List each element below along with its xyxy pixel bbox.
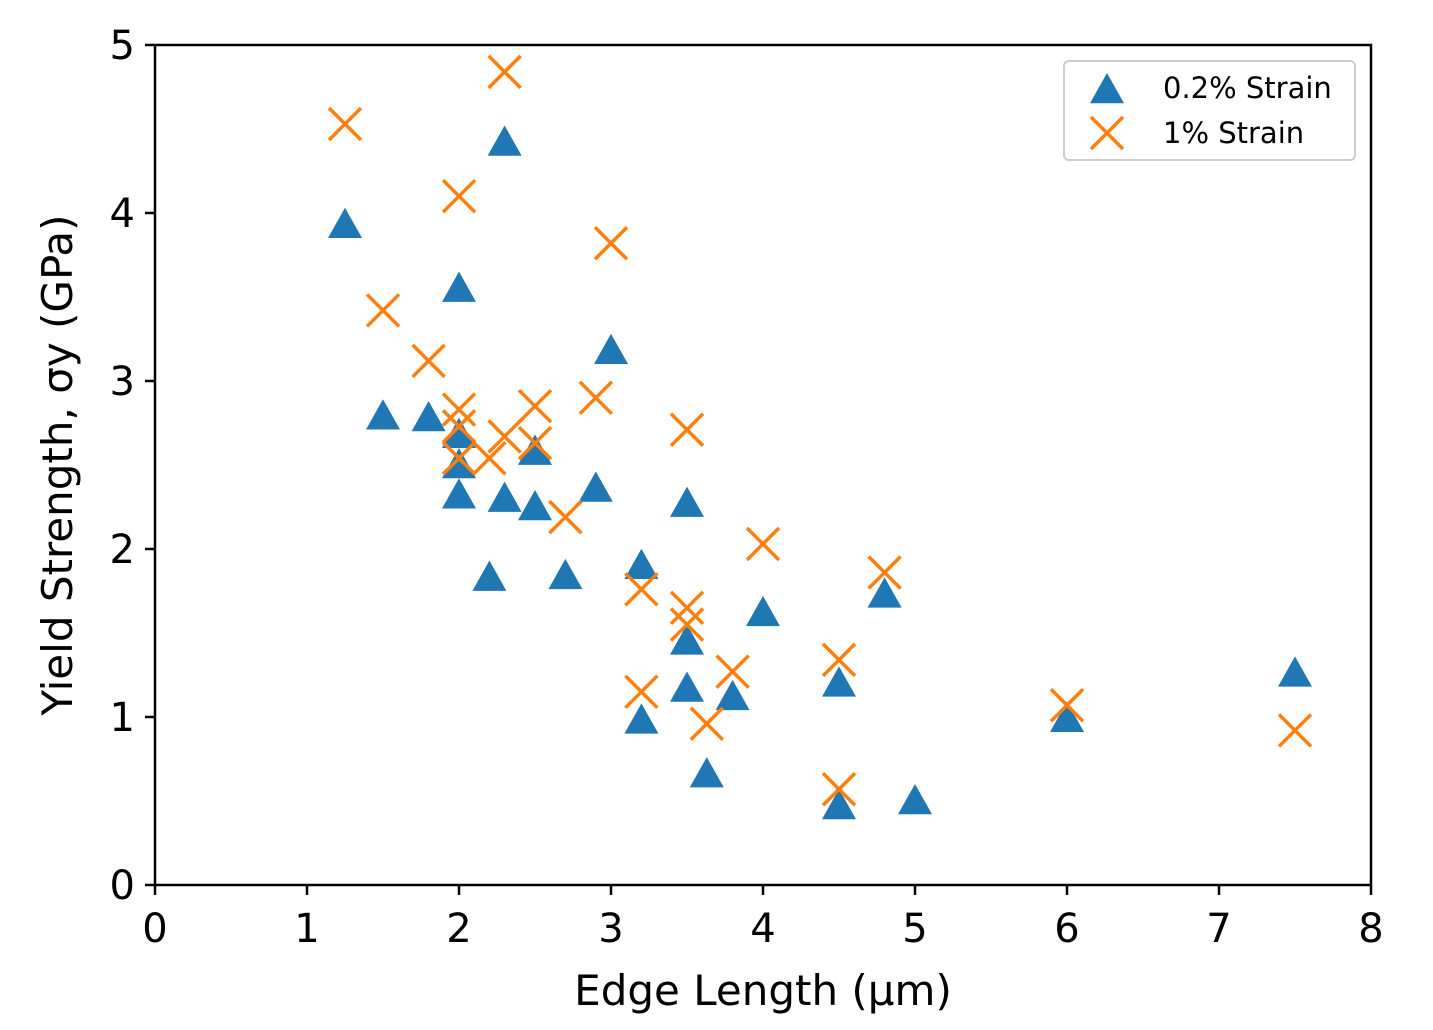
data-point-cross [548,499,583,535]
data-point-cross [1277,713,1313,748]
data-point-cross [821,642,857,678]
x-tick-label: 2 [446,906,471,952]
y-tick-label: 1 [110,695,135,741]
x-tick-label: 4 [750,906,775,952]
y-tick-label: 3 [110,359,135,405]
data-point-cross [669,412,705,447]
data-point-cross [441,392,477,427]
y-tick-label: 2 [110,527,135,573]
x-tick-label: 8 [1358,906,1383,952]
data-point-cross [441,178,477,214]
data-point-triangle [822,789,856,820]
x-tick-label: 5 [902,906,927,952]
data-point-triangle [411,400,446,432]
data-point-triangle [578,471,613,502]
plot-markers [327,54,1313,820]
data-point-cross [624,674,659,710]
data-point-triangle [624,548,659,580]
legend-label: 1% Strain [1163,116,1304,150]
data-point-triangle [746,595,780,627]
data-point-triangle [487,481,522,512]
data-point-triangle [487,125,522,156]
data-point-triangle [548,558,583,590]
x-tick-label: 0 [142,906,167,952]
data-point-cross [487,54,522,90]
data-point-cross [669,607,705,642]
data-point-cross [441,441,477,476]
data-point-triangle [670,486,704,517]
data-point-cross [821,772,857,807]
data-point-triangle [518,434,552,465]
data-point-cross [365,293,401,328]
data-point-triangle [670,624,704,655]
y-tick-label: 5 [110,23,135,69]
data-point-cross [669,590,705,626]
legend-box [1063,60,1356,161]
x-tick-label: 1 [294,906,319,952]
x-tick-label: 6 [1054,906,1079,952]
data-point-cross [487,419,522,454]
data-point-cross [689,706,724,741]
data-point-triangle [442,478,476,509]
data-point-triangle [898,784,932,815]
x-tick-label: 7 [1206,906,1231,952]
data-point-cross [441,409,477,444]
data-point-triangle [442,417,476,449]
data-point-triangle [715,679,750,711]
data-point-cross [715,654,750,689]
legend-label: 0.2% Strain [1163,71,1332,105]
data-point-triangle [442,448,476,479]
data-point-triangle [822,666,856,697]
y-axis-label: Yield Strength, σy (GPa) [33,214,82,716]
data-point-triangle [624,703,659,734]
y-tick-label: 0 [110,863,135,909]
x-tick-label: 3 [598,906,623,952]
plot-frame [153,43,1373,887]
x-axis-label: Edge Length (μm) [574,966,952,1015]
data-point-triangle [366,399,400,430]
data-point-cross [578,380,614,416]
data-point-cross [472,441,507,476]
legend-marker-triangle [1090,73,1124,104]
data-point-triangle [472,560,507,591]
data-point-triangle [1278,656,1312,687]
data-point-cross [593,226,629,261]
data-point-triangle [1050,701,1084,732]
data-point-cross [745,526,781,562]
data-point-cross [624,572,659,607]
legend-marker-cross [1089,115,1125,151]
data-point-cross [517,425,553,461]
data-point-cross [867,555,902,590]
y-tick-label: 4 [110,191,135,237]
legend: 0.2% Strain 1% Strain [1063,60,1356,161]
data-point-cross [411,343,446,379]
data-point-triangle [442,271,476,302]
data-point-triangle [518,490,552,521]
data-point-cross [327,106,363,142]
data-point-cross [1049,688,1085,723]
data-point-triangle [670,671,704,702]
data-point-triangle [689,757,724,788]
x-axis: 0 1 2 3 4 5 6 7 8 [142,885,1384,952]
data-point-triangle [594,333,628,365]
data-point-triangle [328,207,362,239]
y-axis: 0 1 2 3 4 5 [110,23,155,909]
data-point-cross [517,388,553,424]
data-point-triangle [867,577,902,608]
